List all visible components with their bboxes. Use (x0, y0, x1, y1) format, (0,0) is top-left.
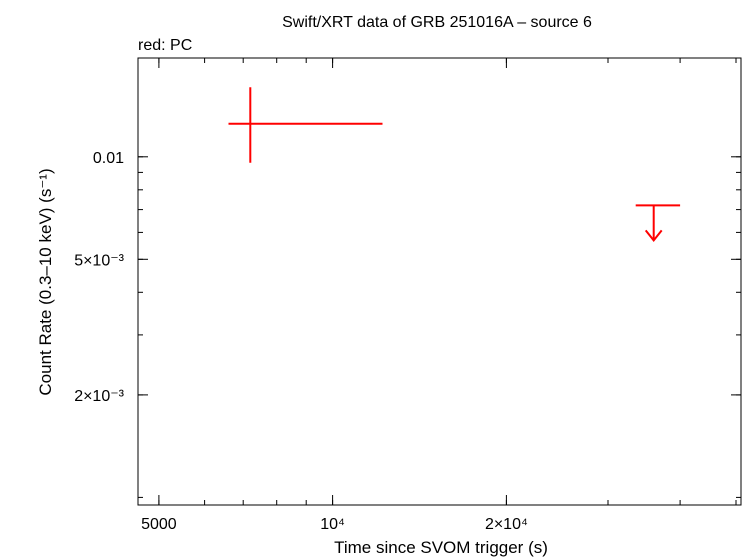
plot-frame (137, 57, 742, 506)
y-axis-label: Count Rate (0.3–10 keV) (s⁻¹) (36, 168, 55, 395)
x-tick-label: 5000 (141, 516, 177, 533)
x-axis-label: Time since SVOM trigger (s) (334, 538, 548, 557)
chart-subtitle: red: PC (138, 37, 192, 54)
y-tick-label: 0.01 (93, 150, 124, 167)
y-tick-label: 5×10⁻³ (74, 252, 124, 269)
x-tick-label: 10⁴ (320, 516, 345, 533)
y-tick-label: 2×10⁻³ (74, 388, 124, 405)
upper-limit-arrow-head (644, 229, 663, 242)
ticks-layer: 5000 10⁴ 2×10⁴ 2×10⁻³ 5×10⁻³ 0.01 (74, 58, 741, 533)
data-point (228, 87, 383, 163)
data-layer (228, 87, 681, 242)
upper-limit (635, 204, 681, 242)
chart-title: Swift/XRT data of GRB 251016A – source 6 (282, 14, 592, 31)
x-tick-label: 2×10⁴ (485, 516, 528, 533)
